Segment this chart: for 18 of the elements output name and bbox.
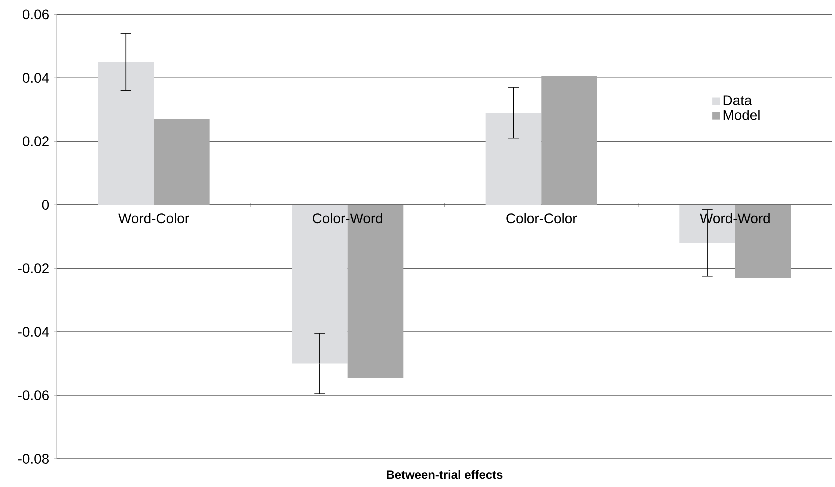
bar <box>154 119 210 206</box>
x-tick-label: Word-Color <box>118 213 190 224</box>
y-tick-label: 0 <box>42 200 50 210</box>
legend-label: Data <box>724 96 752 106</box>
x-tick-label: Color-Word <box>313 213 382 224</box>
x-axis-title: Between-trial effects <box>387 470 503 480</box>
bar <box>98 62 154 206</box>
y-tick-label: 0.04 <box>23 73 50 84</box>
y-tick-label: -0.04 <box>18 327 50 338</box>
bar <box>486 113 542 206</box>
y-tick-label: 0.02 <box>23 136 49 147</box>
x-tick-label: Color-Color <box>506 213 578 224</box>
legend-label: Model <box>724 110 760 120</box>
y-tick-label: -0.06 <box>18 390 49 401</box>
y-tick-label: 0.06 <box>23 10 49 20</box>
y-tick-label: -0.02 <box>18 264 49 274</box>
bar <box>542 76 598 206</box>
y-tick-label: -0.08 <box>18 454 49 464</box>
